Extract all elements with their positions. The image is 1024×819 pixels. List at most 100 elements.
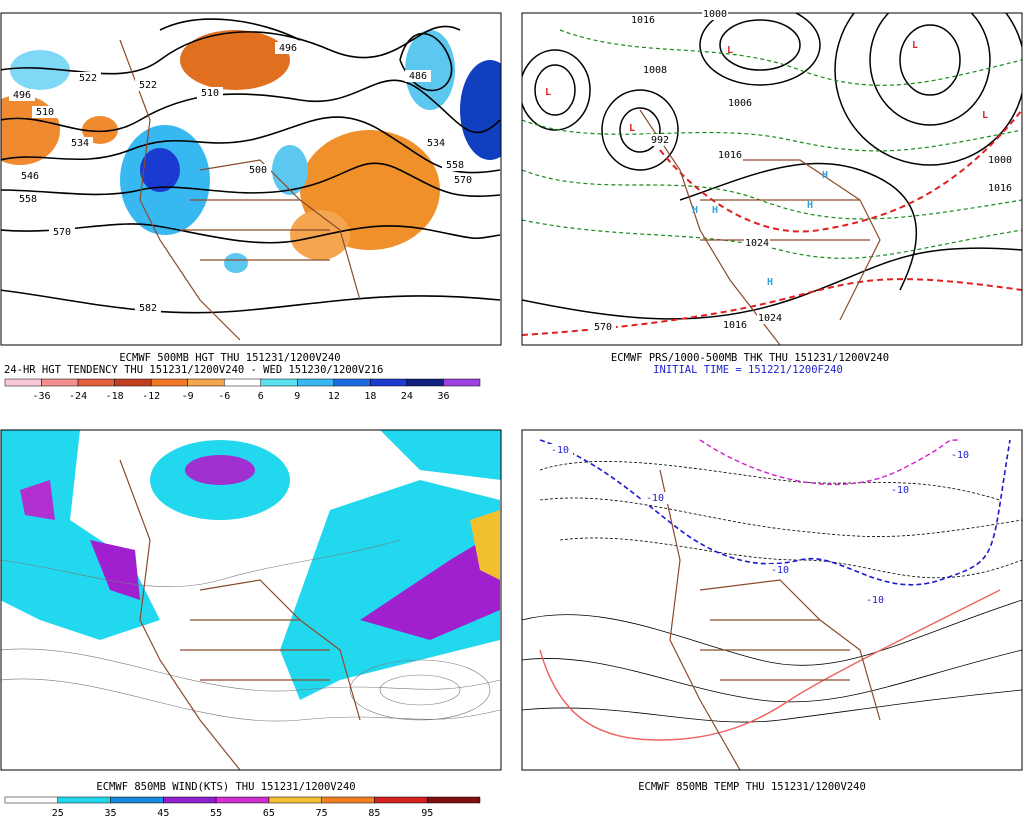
colorbar-label: 25 — [52, 808, 64, 819]
contour-label: 510 — [36, 107, 54, 118]
label-bg — [987, 182, 1013, 194]
contour-label: 522 — [79, 73, 97, 84]
low-marker: L — [982, 110, 988, 121]
colorbar-label: -6 — [218, 391, 230, 402]
low-marker: L — [545, 87, 551, 98]
contour-label: 570 — [454, 175, 472, 186]
contour-label: 534 — [427, 138, 445, 149]
colorbar-swatch — [215, 796, 270, 804]
high-marker: H — [692, 205, 698, 216]
contour-label: -10 — [646, 493, 664, 504]
caption: INITIAL TIME = 151221/1200F240 — [653, 364, 843, 376]
colorbar-label: 85 — [368, 808, 380, 819]
label-bg — [727, 97, 753, 109]
contour-label: 570 — [53, 227, 71, 238]
caption: ECMWF 850MB WIND(KTS) THU 151231/1200V24… — [96, 781, 355, 793]
high-marker: H — [822, 170, 828, 181]
contour-label: 1016 — [723, 320, 747, 331]
frame — [521, 12, 1023, 346]
label-bg — [135, 302, 161, 314]
label-bg — [947, 449, 973, 461]
label-bg — [757, 312, 783, 324]
label-bg — [642, 64, 668, 76]
colorbar-label: 9 — [294, 391, 300, 402]
label-bg — [245, 164, 271, 176]
colorbar-swatch — [41, 378, 79, 387]
colorbar-label: 36 — [437, 391, 449, 402]
label-bg — [49, 226, 75, 238]
contour-label: 500 — [249, 165, 267, 176]
contour-label: 496 — [13, 90, 31, 101]
colorbar-label: 55 — [210, 808, 222, 819]
colorbar-label: 35 — [105, 808, 117, 819]
colorbar-swatch — [110, 796, 164, 804]
colorbar-swatch — [268, 796, 322, 804]
colorbar-swatch — [4, 378, 42, 387]
contour-label: 522 — [139, 80, 157, 91]
label-bg — [590, 321, 616, 333]
label-bg — [450, 174, 476, 186]
contour-label: 486 — [409, 71, 427, 82]
caption: 24-HR HGT TENDENCY THU 151231/1200V240 -… — [4, 364, 383, 376]
contour-label: 1016 — [718, 150, 742, 161]
label-bg — [442, 159, 468, 171]
contour-label: 534 — [71, 138, 89, 149]
contour-label: 1016 — [988, 183, 1012, 194]
label-bg — [405, 70, 431, 82]
contour-label: -10 — [891, 485, 909, 496]
colorbar-label: 95 — [421, 808, 433, 819]
label-bg — [75, 72, 101, 84]
label-bg — [642, 492, 668, 504]
low-marker: L — [629, 123, 635, 134]
label-bg — [744, 237, 770, 249]
label-bg — [135, 79, 161, 91]
colorbar-label: 6 — [258, 391, 264, 402]
label-bg — [702, 8, 728, 20]
frame — [0, 12, 502, 346]
colorbar-label: -12 — [142, 391, 160, 402]
label-bg — [722, 319, 748, 331]
caption: ECMWF 850MB TEMP THU 151231/1200V240 — [638, 781, 866, 793]
high-marker: H — [807, 200, 813, 211]
label-bg — [717, 149, 743, 161]
contour-label: 1000 — [703, 9, 727, 20]
caption: ECMWF 500MB HGT THU 151231/1200V240 — [119, 352, 340, 364]
contour-label: 992 — [651, 135, 669, 146]
label-bg — [423, 137, 449, 149]
contour-label: 1024 — [758, 313, 782, 324]
high-marker: H — [712, 205, 718, 216]
map-prs — [522, 13, 1022, 345]
colorbar-swatch — [297, 378, 335, 387]
colorbar-swatch — [150, 378, 188, 387]
colorbar-swatch — [321, 796, 375, 804]
contour-label: -10 — [551, 445, 569, 456]
colorbar-swatch — [333, 378, 371, 387]
colorbar-label: -18 — [106, 391, 124, 402]
colorbar-swatch — [426, 796, 481, 804]
colorbar-swatch — [260, 378, 298, 387]
colorbar-label: -9 — [182, 391, 194, 402]
colorbar-label: 65 — [263, 808, 275, 819]
contour-label: 582 — [139, 303, 157, 314]
contour-label: 1006 — [728, 98, 752, 109]
label-bg — [862, 594, 888, 606]
colorbar-swatch — [187, 378, 225, 387]
colorbar-label: 12 — [328, 391, 340, 402]
contour-label: 510 — [201, 88, 219, 99]
colorbar-label: -36 — [33, 391, 51, 402]
contour-label: 558 — [19, 194, 37, 205]
contour-label: -10 — [866, 595, 884, 606]
contour-label: 1024 — [745, 238, 769, 249]
label-bg — [17, 170, 43, 182]
label-bg — [9, 89, 35, 101]
label-bg — [547, 444, 573, 456]
colorbar-label: 18 — [364, 391, 376, 402]
frame — [521, 429, 1023, 771]
contour-label: 1016 — [631, 15, 655, 26]
colorbar-label: 24 — [401, 391, 413, 402]
label-bg — [15, 193, 41, 205]
label-bg — [987, 154, 1013, 166]
colorbar-label: 75 — [316, 808, 328, 819]
colorbar-swatch — [406, 378, 444, 387]
